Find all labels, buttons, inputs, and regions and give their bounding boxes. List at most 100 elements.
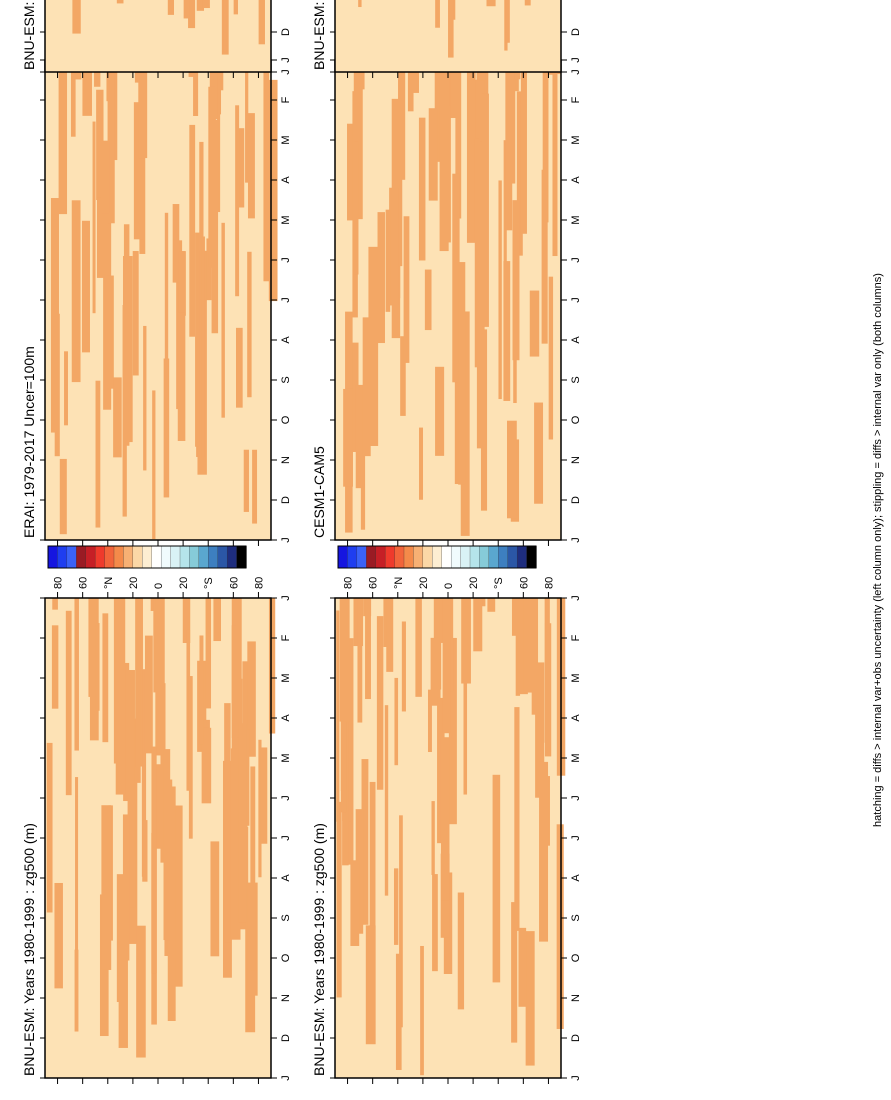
colorbar-swatch [375, 545, 386, 569]
field-streak [72, 220, 77, 284]
field-streak [74, 949, 79, 1032]
colorbar-swatch [356, 545, 367, 569]
x-tick-label: A [280, 714, 292, 722]
field-streak [474, 138, 480, 368]
x-tick-label: F [280, 96, 292, 103]
field-streak [113, 377, 122, 458]
field-streak [230, 748, 241, 940]
field-streak [389, 187, 399, 306]
field-streak [59, 458, 67, 535]
colorbar-swatch [189, 545, 200, 569]
field-streak [195, 232, 200, 447]
field-streak [102, 613, 109, 743]
field-streak [529, 290, 540, 357]
field-streak [51, 625, 59, 709]
field-streak [556, 824, 564, 1029]
field-streak [419, 427, 424, 500]
x-tick-label: N [280, 456, 292, 464]
field-streak [263, 62, 270, 282]
field-streak [448, 0, 454, 58]
field-streak [427, 689, 432, 753]
field-streak [514, 707, 520, 931]
y-tick-label: 20 [418, 577, 430, 589]
field-streak [403, 216, 410, 363]
field-streak [221, 222, 225, 418]
colorbar-swatch [179, 545, 191, 569]
colorbar-swatch [507, 545, 518, 569]
field-streak [362, 317, 371, 457]
field-streak [116, 0, 124, 4]
colorbar-swatch [85, 545, 96, 569]
field-streak [435, 366, 445, 456]
field-streak [151, 746, 157, 974]
colorbar-swatch [94, 545, 106, 569]
colorbar-frame [47, 545, 247, 569]
field-streak [452, 173, 460, 383]
colorbar-swatch [113, 545, 125, 569]
colorbar-swatch [413, 545, 424, 569]
field-streak [552, 64, 558, 257]
colorbar-swatch [469, 545, 481, 569]
colorbar-swatch [526, 545, 537, 569]
field-streak [548, 276, 554, 440]
field-streak [250, 766, 256, 971]
field-streak [377, 212, 385, 344]
chart-panel: BNU-ESM: Years 1980-1999 : zg500 (m) 80 60… [21, 522, 292, 1084]
field-streak [235, 105, 240, 297]
x-tick-label: D [570, 496, 582, 504]
x-tick-label: J [570, 835, 582, 841]
field-streak [524, 0, 531, 6]
field-streak [544, 598, 550, 743]
y-tick-label: 60 [228, 577, 240, 589]
colorbar-swatch [76, 545, 87, 569]
field-streak [188, 676, 193, 839]
x-tick-label: M [570, 215, 582, 224]
x-tick-label: M [570, 673, 582, 682]
x-tick-label: J [280, 57, 292, 63]
field-streak [518, 927, 527, 1007]
field-streak [268, 79, 278, 302]
field-streak [46, 742, 53, 913]
field-streak [357, 598, 363, 723]
x-tick-label: D [570, 28, 582, 36]
field-streak [106, 275, 114, 389]
field-streak [343, 388, 353, 487]
field-streak [82, 59, 92, 116]
plot-background [335, 0, 561, 72]
y-tick-label: 80 [53, 577, 65, 589]
field-streak [481, 93, 489, 327]
colorbar-swatch [226, 545, 238, 569]
field-streak [418, 117, 426, 261]
field-streak [350, 860, 360, 946]
colorbar-swatch [142, 545, 153, 569]
field-streak [155, 598, 165, 756]
field-streak [247, 113, 255, 219]
field-streak [213, 598, 222, 642]
x-tick-label: M [280, 215, 292, 224]
field-streak [210, 841, 220, 957]
field-streak [523, 597, 533, 693]
field-streak [138, 59, 148, 159]
field-streak [505, 0, 510, 43]
field-streak [238, 723, 247, 923]
field-streak [178, 251, 186, 316]
field-streak [511, 60, 516, 184]
field-streak [81, 220, 90, 353]
field-streak [481, 598, 486, 607]
x-tick-label: J [280, 257, 292, 263]
colorbar-swatch [422, 545, 433, 569]
x-tick-label: S [280, 914, 292, 921]
field-streak [466, 59, 476, 243]
x-tick-label: S [280, 376, 292, 383]
colorbar-swatch [347, 545, 358, 569]
field-streak [365, 598, 371, 700]
x-tick-label: N [570, 456, 582, 464]
chart-panel: CESM1-CAM58060°N20020°S6080JFMAMJJASONDJ… [311, 7, 582, 546]
x-tick-label: D [280, 496, 292, 504]
field-streak [511, 597, 522, 636]
field-streak [340, 694, 347, 813]
field-streak [183, 0, 190, 19]
field-streak [167, 0, 175, 15]
